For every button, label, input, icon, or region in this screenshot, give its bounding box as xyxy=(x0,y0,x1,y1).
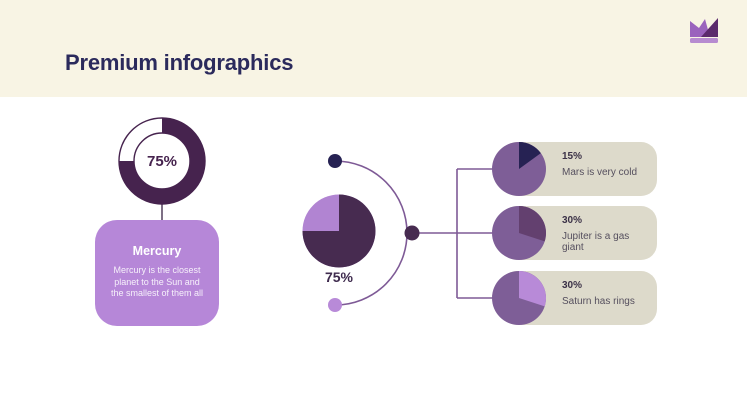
saturn-pie-chart xyxy=(492,271,546,325)
arc-mid-dot xyxy=(404,225,420,241)
arc-start-dot xyxy=(328,154,342,168)
jupiter-percent-label: 30% xyxy=(562,215,583,226)
mercury-card-title: Mercury xyxy=(132,244,182,258)
arc-end-dot xyxy=(328,298,342,312)
mars-pie-chart xyxy=(492,142,546,196)
info-row-saturn: 30% Saturn has rings xyxy=(492,271,658,325)
main-pie-chart xyxy=(302,194,376,268)
donut-percent-label: 75% xyxy=(146,152,178,170)
jupiter-pie-chart xyxy=(492,206,546,260)
saturn-caption: Saturn has rings xyxy=(562,296,635,307)
page-title: Premium infographics xyxy=(65,50,294,75)
main-pie-percent-label: 75% xyxy=(324,269,354,285)
header: Premium infographics xyxy=(0,0,747,97)
info-row-mars: 15% Mars is very cold xyxy=(492,142,658,196)
mercury-card-description: Mercury is the closest planet to the Sun… xyxy=(110,265,204,298)
mercury-donut-chart: 75% xyxy=(115,114,209,208)
jupiter-caption: Jupiter is a gas giant xyxy=(562,231,630,253)
info-row-jupiter: 30% Jupiter is a gas giant xyxy=(492,206,658,260)
crown-icon xyxy=(690,18,718,43)
mars-caption: Mars is very cold xyxy=(562,167,638,178)
saturn-percent-label: 30% xyxy=(562,280,583,291)
mars-percent-label: 15% xyxy=(562,151,583,162)
mercury-card[interactable]: Mercury Mercury is the closest planet to… xyxy=(95,220,219,326)
